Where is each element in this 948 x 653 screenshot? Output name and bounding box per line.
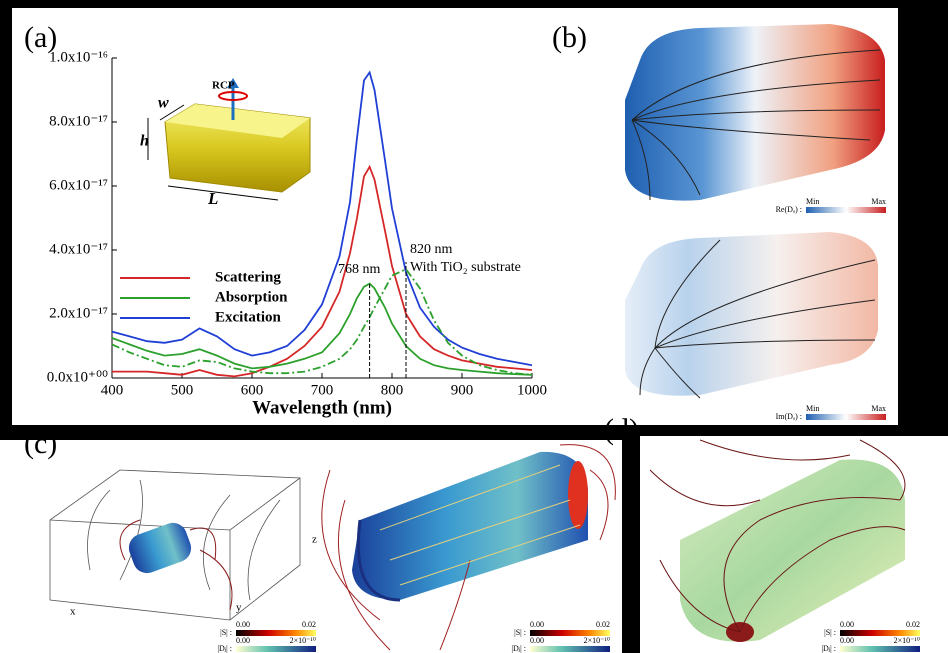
x-tick-label: 700	[311, 382, 334, 398]
colorbar	[806, 414, 886, 420]
series-line	[111, 70, 533, 367]
colorbar-name: |S| :	[514, 628, 526, 637]
y-tick-label: 1.0x10⁻¹⁶	[49, 49, 108, 65]
legend-label: Scattering	[215, 269, 281, 285]
x-tick-label: 600	[241, 382, 264, 398]
panel-label: (d)	[604, 413, 639, 446]
colorbar-max: 2×10⁻¹⁰	[290, 636, 316, 645]
legend-label: Excitation	[215, 309, 281, 325]
colorbar-max: Max	[871, 197, 886, 206]
colorbar-name: |S| :	[824, 628, 836, 637]
colorbar-min: 0.00	[236, 636, 250, 645]
annotation: 820 nm	[410, 242, 453, 257]
colorbar-name: Im(Dₐ) :	[776, 412, 802, 421]
x-tick-label: 800	[381, 382, 404, 398]
y-tick-label: 6.0x10⁻¹⁷	[49, 177, 108, 193]
inset-label: L	[207, 189, 218, 208]
series-line	[112, 164, 533, 378]
x-tick-label: 400	[101, 382, 124, 398]
rod-small	[119, 519, 233, 611]
x-axis-title: Wavelength (nm)	[252, 397, 392, 418]
rod-im	[625, 232, 878, 399]
annotation: With TiO₂ substrate	[410, 260, 521, 275]
colorbar	[840, 630, 920, 636]
colorbar-name: Re(Dₐ) :	[776, 205, 802, 214]
x-tick-label: 1000	[517, 382, 547, 398]
colorbar	[840, 646, 920, 652]
legend-label: Absorption	[215, 289, 288, 305]
rod-large	[321, 444, 616, 651]
axis-name: x	[70, 606, 76, 618]
colorbar-max: 2×10⁻¹⁰	[894, 636, 920, 645]
colorbar-max: 0.02	[596, 620, 610, 629]
y-tick-label: 0.0x10⁺⁰⁰	[47, 369, 108, 385]
colorbar	[530, 630, 610, 636]
colorbar	[236, 630, 316, 636]
y-tick-label: 2.0x10⁻¹⁷	[49, 305, 108, 321]
annotation: 768 nm	[338, 262, 381, 277]
inset-label: w	[158, 95, 169, 112]
box-3d	[49, 469, 301, 621]
colorbar-min: 0.00	[236, 620, 250, 629]
colorbar-max: 0.02	[906, 620, 920, 629]
colorbar-min: 0.00	[530, 636, 544, 645]
rod-re	[625, 24, 885, 201]
panel-label: (a)	[24, 21, 57, 54]
colorbar-max: 2×10⁻¹⁰	[584, 636, 610, 645]
colorbar-min: 0.00	[530, 620, 544, 629]
panel-label: (c)	[24, 427, 57, 460]
series-line	[111, 268, 533, 376]
colorbar-min: 0.00	[840, 636, 854, 645]
x-tick-label: 500	[171, 382, 194, 398]
colorbar-max: 0.02	[302, 620, 316, 629]
y-tick-label: 8.0x10⁻¹⁷	[49, 113, 108, 129]
colorbar-min: Min	[806, 404, 819, 413]
colorbar-name: |Dⱼ| :	[821, 644, 836, 653]
colorbar-min: 0.00	[840, 620, 854, 629]
colorbar	[236, 646, 316, 652]
colorbar-name: |Dⱼ| :	[511, 644, 526, 653]
colorbar	[806, 207, 886, 213]
inset-label: RCP	[212, 80, 235, 92]
inset-label: h	[140, 133, 149, 150]
series-line	[111, 282, 533, 376]
panel-label: (b)	[552, 21, 587, 54]
y-tick-label: 4.0x10⁻¹⁷	[49, 241, 108, 257]
colorbar-max: Max	[871, 404, 886, 413]
x-tick-label: 900	[451, 382, 474, 398]
colorbar-min: Min	[806, 197, 819, 206]
axis-name: y	[236, 602, 242, 614]
axis-name: z	[312, 534, 317, 546]
rod-d	[649, 439, 906, 642]
colorbar	[530, 646, 610, 652]
inset-rod: RCP w h L	[140, 78, 311, 208]
colorbar-name: |S| :	[220, 628, 232, 637]
colorbar-name: |Dⱼ| :	[217, 644, 232, 653]
